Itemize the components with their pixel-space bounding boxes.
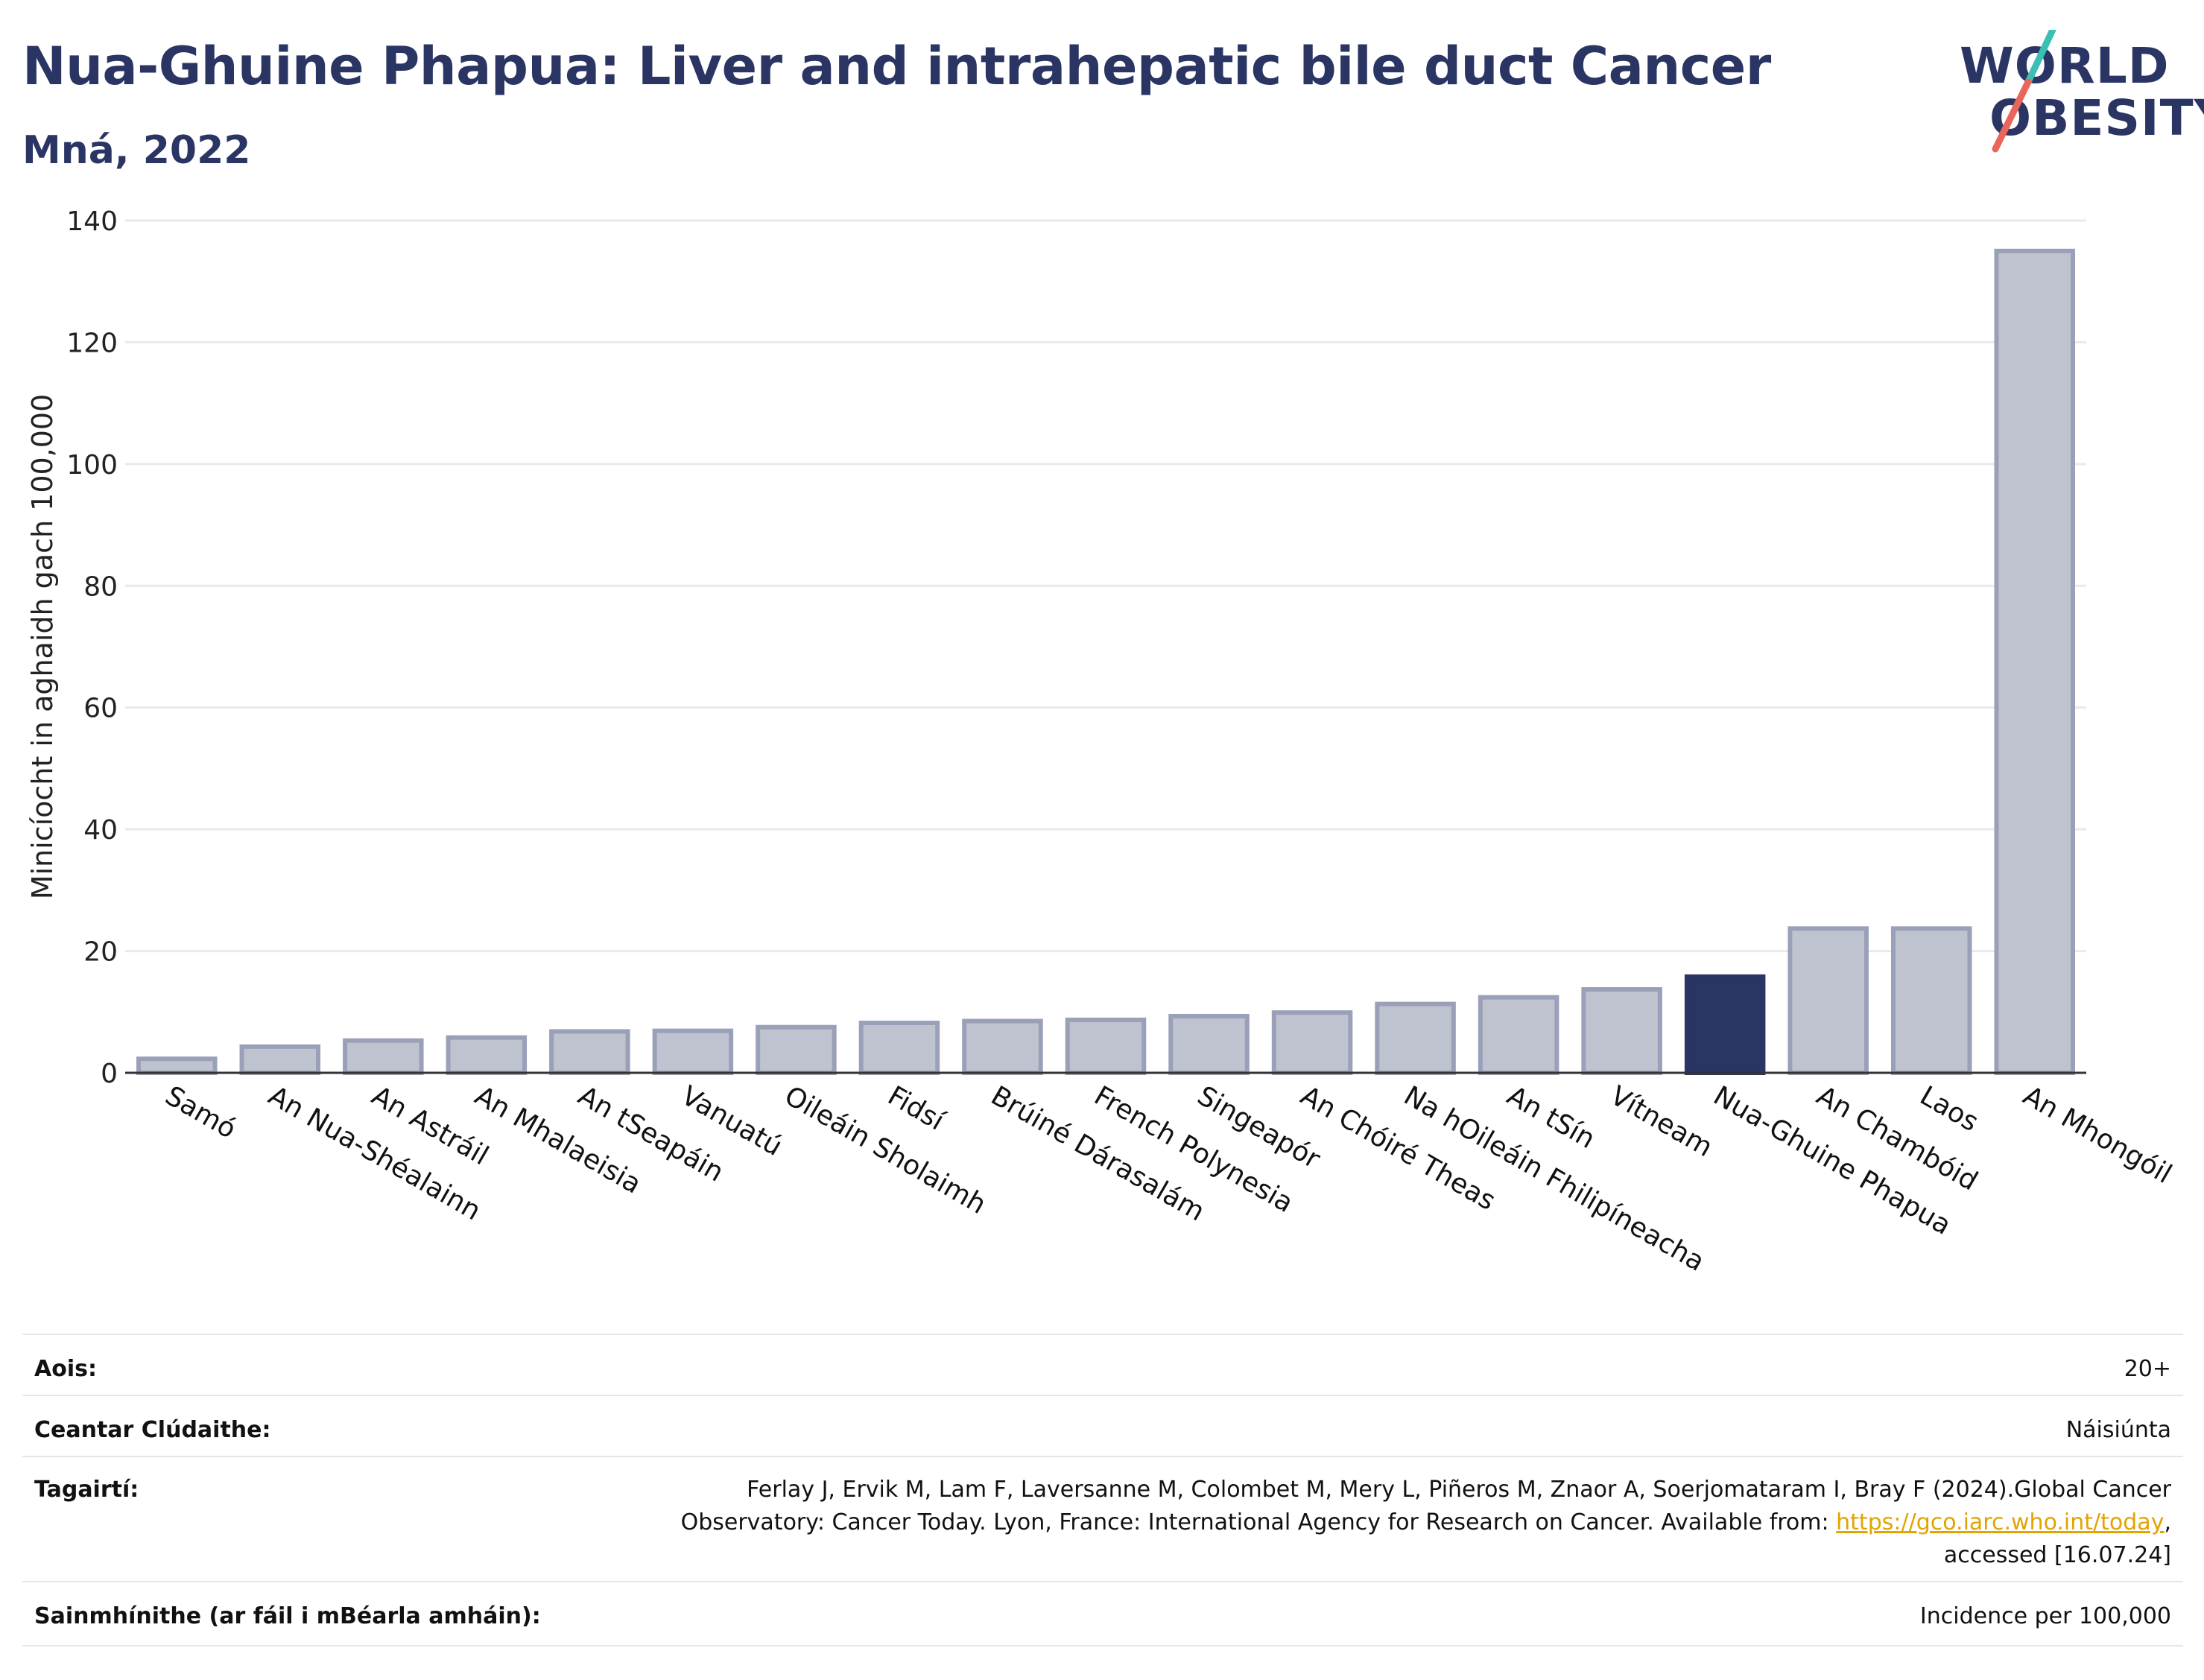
x-tick-label: Samó [160,1080,241,1145]
x-tick-label: An Mhongóil [2018,1080,2176,1190]
bar-sam-[interactable] [136,1056,218,1075]
references-line-1: Ferlay J, Ervik M, Lam F, Laversanne M, … [747,1477,2171,1503]
bar-an-nua-sh-alainn[interactable] [239,1044,321,1076]
y-axis-label: Minicíocht in aghaidh gach 100,000 [26,394,59,900]
bar-laos[interactable] [1890,926,1972,1076]
bar-an-tseap-in[interactable] [549,1029,630,1076]
bar-na-hoile-in-fhilip-neacha[interactable] [1375,1001,1456,1075]
x-tick-label: Fidsí [882,1080,949,1137]
y-tick-label: 100 [66,450,118,481]
bar-an-mhalaeisia[interactable] [446,1035,528,1075]
grid-lines [125,219,2086,953]
bar-v-tneam[interactable] [1581,987,1662,1075]
references-line-2-suffix: , [2164,1509,2171,1535]
y-tick-label: 140 [66,206,118,237]
y-tick-label: 20 [83,937,118,968]
y-axis-ticks: 0 20 40 60 80 100 120 140 [66,206,118,1089]
info-row-definitions: Sainmhínithe (ar fáil i mBéarla amháin):… [22,1581,2183,1646]
bar-br-in-d-rasal-m[interactable] [962,1018,1043,1075]
info-row-references: Tagairtí: Ferlay J, Ervik M, Lam F, Lave… [22,1456,2183,1582]
bar-an-ch-ir-theas[interactable] [1271,1010,1353,1076]
y-tick-label: 40 [83,815,118,846]
references-line-3: accessed [16.07.24] [1943,1542,2171,1568]
references-line-2: Observatory: Cancer Today. Lyon, France:… [457,1506,2171,1539]
logo-slash-icon [1992,30,2056,153]
references-line-2-text: Observatory: Cancer Today. Lyon, France:… [680,1509,1837,1535]
logo-word-obesity: OBESITY [1989,89,2204,147]
x-tick-label: An Chóiré Theas [1296,1080,1501,1217]
definitions-label: Sainmhínithe (ar fáil i mBéarla amháin): [34,1603,541,1629]
y-tick-label: 80 [83,571,118,602]
bar-an-astr-il[interactable] [343,1038,424,1075]
bars [136,248,2075,1076]
bar-an-chamb-id[interactable] [1787,926,1869,1076]
y-tick-label: 0 [101,1059,118,1089]
bar-singeap-r[interactable] [1168,1014,1250,1076]
logo-word-world: WORLD [1960,37,2170,95]
info-row-age: Aois: 20+ [22,1334,2183,1396]
definitions-value: Incidence per 100,000 [1919,1603,2171,1629]
chart-title: Nua-Ghuine Phapua: Liver and intrahepati… [22,36,1771,97]
age-value: 20+ [2124,1356,2171,1382]
references-label: Tagairtí: [34,1477,139,1503]
bar-vanuat-[interactable] [652,1028,734,1076]
x-tick-label: Vítneam [1605,1080,1717,1163]
y-tick-label: 60 [83,694,118,724]
info-row-coverage: Ceantar Clúdaithe: Náisiúnta [22,1395,2183,1457]
coverage-value: Náisiúnta [2065,1417,2171,1443]
bar-french-polynesia[interactable] [1065,1017,1147,1075]
references-value: Ferlay J, Ervik M, Lam F, Laversanne M, … [457,1474,2171,1572]
bar-fids-[interactable] [858,1020,940,1075]
coverage-label: Ceantar Clúdaithe: [34,1417,271,1443]
chart-subtitle: Mná, 2022 [22,128,251,173]
bar-an-ts-n[interactable] [1478,995,1559,1076]
x-tick-label: Laos [1915,1080,1983,1138]
y-tick-label: 120 [66,328,118,358]
bar-oile-in-sholaimh[interactable] [756,1024,837,1075]
bar-chart: 0 20 40 60 80 100 120 140 Samó An Nua-ShéalainnA… [26,206,2177,1278]
age-label: Aois: [34,1356,97,1382]
references-link[interactable]: https://gco.iarc.who.int/today [1836,1509,2165,1535]
bar-nua-ghuine-phapua[interactable] [1684,974,1766,1076]
world-obesity-logo: WORLD OBESITY [1937,30,2204,164]
bar-an-mhong-il[interactable] [1994,248,2075,1075]
